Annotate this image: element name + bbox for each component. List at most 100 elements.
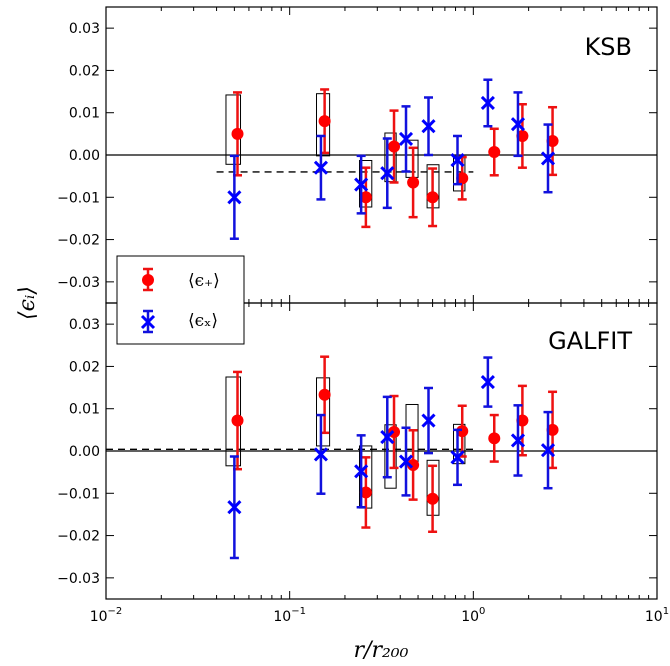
data-point [540,123,556,194]
marker-circle [488,432,501,445]
data-point [380,137,395,210]
marker-circle [231,127,244,140]
panel-ksb: 0.03 0.02 0.01 0.00 −0.01 −0.02 −0.03 KSB [57,6,658,304]
y-tick-label: 0.00 [69,148,100,164]
marker-x [450,450,465,465]
data-point [359,166,372,229]
marker-x [313,160,328,175]
marker-x [313,447,328,462]
data-point [421,386,436,455]
y-tick-label: 0.02 [69,63,100,79]
marker-circle [426,492,439,505]
data-point [313,413,328,495]
range-box [316,377,331,447]
data-point [426,167,439,228]
marker-circle [546,423,559,436]
series-eps-plus [231,355,559,534]
data-point [227,455,242,560]
y-tick-label: −0.03 [57,275,100,291]
marker-circle [359,486,372,499]
legend-label-eps-plus: ⟨ϵ₊⟩ [188,271,220,291]
legend-marker-eps-cross [140,309,156,334]
y-tick-label: −0.01 [57,190,100,206]
legend-marker-eps-plus [142,267,154,292]
legend: ⟨ϵ₊⟩ ⟨ϵₓ⟩ [116,255,245,345]
x-tick-labels: 10−2 10−1 100 101 [90,606,669,625]
data-point [516,103,529,169]
marker-circle [456,425,469,438]
marker-circle [426,191,439,204]
x-tick-label: 10−1 [273,606,306,625]
data-point [388,109,401,184]
data-point [318,355,331,435]
data-point [450,428,465,487]
marker-circle [516,414,529,427]
marker-circle [231,414,244,427]
marker-x [510,433,526,448]
marker-x [480,95,495,111]
marker-circle [318,115,331,128]
legend-label-eps-cross: ⟨ϵₓ⟩ [188,311,218,331]
data-point [231,370,244,471]
x-tick-label: 10−2 [90,606,123,625]
y-axis-label: ⟨ϵᵢ⟩ [15,286,40,320]
marker-circle [388,140,401,153]
marker-x [480,375,495,390]
marker-circle [516,129,529,142]
range-box [453,423,466,465]
data-point [407,146,420,219]
series-eps-cross [227,78,556,240]
marker-x [354,177,369,192]
marker-x [421,413,436,428]
marker-x [398,131,414,146]
marker-x [398,454,414,469]
y-tick-label: 0.03 [69,317,100,333]
range-box [384,424,397,489]
data-point [398,426,414,497]
data-point [480,356,495,408]
marker-x [380,429,395,445]
marker-x [540,151,556,166]
marker-circle [318,388,331,401]
panel-frame [105,302,658,600]
marker-x [421,119,436,134]
y-tick-label: 0.01 [69,106,100,122]
data-point [450,134,465,186]
data-point [398,105,414,173]
data-point [318,88,331,155]
marker-x [450,153,465,168]
y-tick-label: 0.00 [69,444,100,460]
range-box [316,93,331,157]
marker-circle [359,191,372,204]
data-point [313,134,328,201]
data-point [407,429,420,501]
series-eps-cross [227,356,556,560]
y-tick-label: 0.01 [69,402,100,418]
marker-circle [407,176,420,189]
data-point [540,410,556,490]
marker-x [540,443,556,458]
marker-circle [546,135,559,148]
x-tick-label: 100 [461,606,485,625]
data-point [510,404,526,477]
data-point [480,78,495,128]
marker-x [227,500,242,515]
series-eps-plus [231,88,559,229]
x-tick-label: 101 [645,606,669,625]
data-point [380,395,395,479]
marker-circle [456,172,469,185]
data-point [426,464,439,534]
x-axis-label: r/r₂₀₀ [354,638,409,663]
marker-circle [407,458,420,471]
data-point [421,96,436,157]
marker-circle [488,146,501,159]
marker-x [227,190,242,205]
marker-x [510,117,526,132]
legend-frame [116,255,245,345]
data-point [488,413,501,463]
data-point [456,404,469,458]
data-point [510,91,526,158]
data-point [227,154,242,240]
y-tick-label: 0.03 [69,21,100,37]
